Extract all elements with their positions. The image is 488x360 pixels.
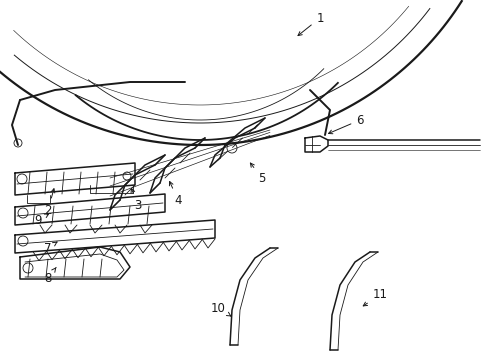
Text: 9: 9 <box>34 213 48 226</box>
Text: 4: 4 <box>169 181 182 207</box>
Text: 11: 11 <box>363 288 386 306</box>
Text: 10: 10 <box>210 302 230 316</box>
Text: 5: 5 <box>250 163 265 185</box>
Text: 6: 6 <box>328 113 363 134</box>
Text: 3: 3 <box>131 189 142 212</box>
Text: 2: 2 <box>44 189 55 216</box>
Text: 7: 7 <box>44 242 57 255</box>
Text: 8: 8 <box>44 267 56 284</box>
Text: 1: 1 <box>297 12 323 36</box>
